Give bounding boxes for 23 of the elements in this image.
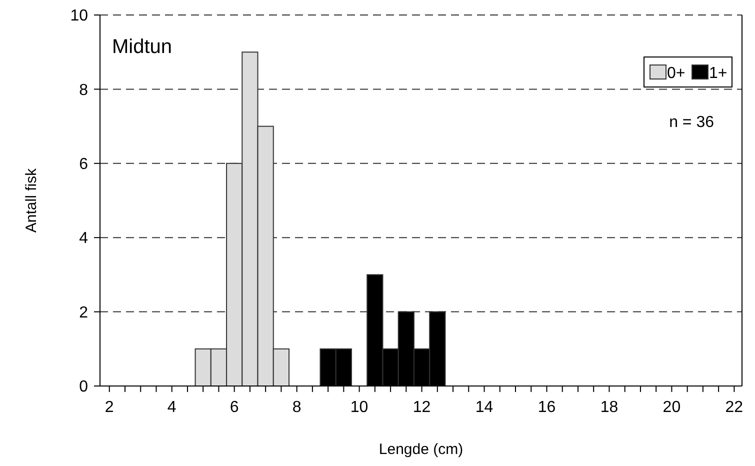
y-tick-label: 6 bbox=[79, 156, 88, 173]
y-axis-title: Antall fisk bbox=[23, 168, 40, 233]
x-tick-label: 16 bbox=[538, 399, 556, 416]
y-tick-label: 10 bbox=[70, 8, 88, 25]
x-tick-label: 2 bbox=[104, 399, 114, 416]
x-tick-label: 20 bbox=[662, 399, 681, 416]
y-tick-label: 8 bbox=[79, 82, 88, 99]
x-tick-label: 12 bbox=[412, 399, 431, 416]
x-tick-label: 14 bbox=[475, 399, 494, 416]
x-axis-title: Lengde (cm) bbox=[378, 441, 464, 458]
x-tick-label: 8 bbox=[292, 399, 302, 416]
x-tick-label: 18 bbox=[600, 399, 618, 416]
x-tick-label: 6 bbox=[230, 399, 239, 416]
x-tick-label: 22 bbox=[725, 399, 744, 416]
annotation: n = 36 bbox=[669, 114, 714, 131]
legend-label: 0+ bbox=[667, 65, 686, 82]
y-tick-label: 2 bbox=[79, 304, 88, 322]
y-tick-label: 4 bbox=[79, 230, 88, 248]
text: Midtun bbox=[112, 36, 172, 58]
legend-label: 1+ bbox=[709, 65, 728, 82]
y-tick-label: 0 bbox=[79, 378, 88, 396]
x-tick-label: 10 bbox=[350, 399, 368, 416]
x-tick-label: 4 bbox=[167, 399, 176, 416]
